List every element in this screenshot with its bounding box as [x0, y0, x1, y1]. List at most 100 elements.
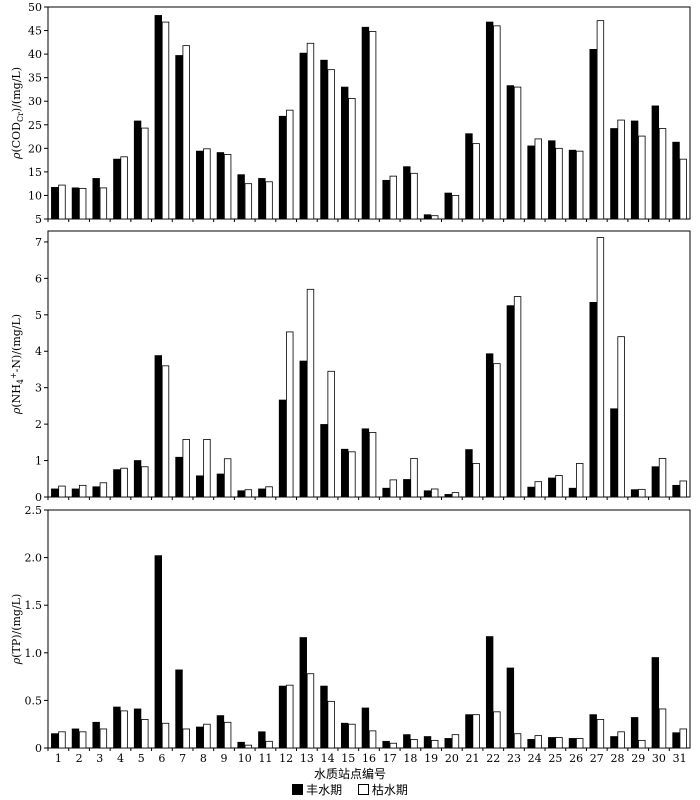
bar-dry-site-15 — [348, 723, 356, 749]
y-tick-label: 50 — [28, 1, 42, 14]
legend-label-dry-season: 枯水期 — [371, 783, 408, 797]
bar-dry-site-29 — [638, 488, 646, 498]
x-tick-label: 17 — [383, 752, 397, 765]
bar-wet-site-1 — [51, 733, 59, 749]
bar-dry-site-24 — [534, 481, 542, 498]
x-tick-label: 21 — [466, 752, 480, 765]
y-tick-label: 10 — [28, 189, 42, 202]
bar-wet-site-27 — [589, 49, 597, 220]
bar-dry-site-26 — [575, 463, 584, 498]
bar-wet-site-20 — [444, 494, 452, 498]
bar-dry-site-6 — [161, 21, 170, 220]
x-tick-label: 16 — [362, 752, 376, 765]
bar-wet-site-27 — [589, 302, 597, 498]
bar-wet-site-13 — [299, 637, 307, 749]
x-tick-label: 10 — [238, 752, 252, 765]
y-tick-label: 5 — [35, 309, 42, 322]
y-tick-label: 5 — [35, 213, 42, 226]
bar-dry-site-20 — [451, 492, 460, 498]
y-tick-label: 2.5 — [25, 504, 43, 517]
bar-dry-site-30 — [658, 128, 667, 220]
y-tick-label: 40 — [28, 48, 42, 61]
bar-wet-site-12 — [278, 685, 287, 749]
bar-dry-site-27 — [596, 719, 605, 749]
bar-dry-site-13 — [306, 673, 315, 749]
bar-wet-site-7 — [175, 669, 183, 749]
y-tick-label: 2 — [35, 418, 42, 431]
bar-dry-site-6 — [161, 365, 170, 498]
bar-wet-site-22 — [485, 21, 494, 220]
bar-dry-site-1 — [58, 184, 66, 220]
bar-wet-site-10 — [237, 174, 245, 220]
bar-dry-site-13 — [306, 42, 315, 220]
bar-wet-site-8 — [196, 475, 204, 498]
bar-wet-site-14 — [320, 424, 328, 498]
legend-label-wet-season: 丰水期 — [306, 783, 343, 797]
bar-dry-site-14 — [327, 69, 335, 220]
x-tick-label: 23 — [507, 752, 521, 765]
bar-dry-site-10 — [244, 489, 253, 498]
bar-wet-site-9 — [216, 152, 225, 220]
bar-wet-site-28 — [610, 736, 618, 749]
y-tick-label: 2.0 — [25, 552, 43, 565]
bar-dry-site-23 — [513, 86, 522, 220]
x-tick-label: 20 — [445, 752, 459, 765]
bar-wet-site-5 — [133, 708, 142, 749]
bar-dry-site-27 — [596, 20, 605, 220]
bar-wet-site-20 — [444, 192, 452, 220]
bar-dry-site-6 — [161, 722, 170, 749]
bar-dry-site-12 — [286, 109, 294, 220]
bar-dry-site-20 — [451, 734, 460, 749]
bar-wet-site-15 — [340, 722, 349, 749]
bar-wet-site-8 — [196, 726, 204, 749]
bar-dry-site-2 — [78, 484, 87, 498]
bar-wet-site-14 — [320, 685, 328, 749]
bar-wet-site-6 — [154, 15, 163, 220]
y-tick-label: 45 — [28, 25, 42, 38]
bar-dry-site-28 — [617, 731, 625, 749]
bar-wet-site-12 — [278, 115, 287, 220]
bar-wet-site-24 — [527, 739, 535, 749]
bar-dry-site-8 — [203, 439, 211, 498]
bar-dry-site-15 — [348, 451, 356, 498]
bar-wet-site-23 — [506, 85, 515, 220]
y-tick-label: 15 — [28, 166, 42, 179]
bar-wet-site-22 — [485, 353, 494, 498]
bar-dry-site-4 — [120, 710, 128, 749]
y-tick-label: 0 — [35, 742, 42, 755]
bar-dry-site-7 — [182, 439, 190, 498]
x-tick-label: 29 — [631, 752, 645, 765]
bar-wet-site-22 — [485, 636, 494, 749]
x-tick-label: 2 — [76, 752, 83, 765]
bar-wet-site-14 — [320, 59, 328, 220]
bar-dry-site-12 — [286, 684, 294, 749]
bar-dry-site-12 — [286, 331, 294, 498]
bar-wet-site-9 — [216, 473, 225, 498]
bar-dry-site-10 — [244, 183, 253, 220]
x-tick-label: 8 — [200, 752, 207, 765]
bar-wet-site-6 — [154, 555, 163, 749]
x-tick-label: 14 — [321, 752, 335, 765]
bar-wet-site-11 — [258, 178, 266, 220]
legend: 丰水期 枯水期 — [0, 781, 700, 798]
bar-wet-site-18 — [403, 166, 411, 220]
y-axis-title-1: ρ(CODCr)/(mg/L) — [10, 67, 25, 160]
y-axis-title-2: ρ(NH4+-N)/(mg/L) — [9, 314, 25, 415]
x-tick-label: 28 — [611, 752, 625, 765]
bar-wet-site-30 — [651, 105, 660, 220]
x-tick-label: 5 — [138, 752, 145, 765]
bar-wet-site-1 — [51, 187, 59, 220]
bar-wet-site-26 — [568, 738, 577, 749]
bar-dry-site-9 — [223, 154, 232, 220]
bar-dry-site-11 — [265, 181, 273, 220]
bar-wet-site-31 — [672, 484, 680, 498]
bar-dry-site-30 — [658, 457, 667, 498]
bar-wet-site-16 — [361, 26, 370, 220]
bar-wet-site-20 — [444, 738, 452, 749]
bar-wet-site-3 — [92, 721, 100, 749]
bar-dry-site-3 — [99, 187, 108, 220]
bar-dry-site-18 — [410, 739, 418, 749]
y-tick-label: 25 — [28, 119, 42, 132]
y-tick-label: 6 — [35, 272, 42, 285]
x-tick-label: 3 — [96, 752, 103, 765]
